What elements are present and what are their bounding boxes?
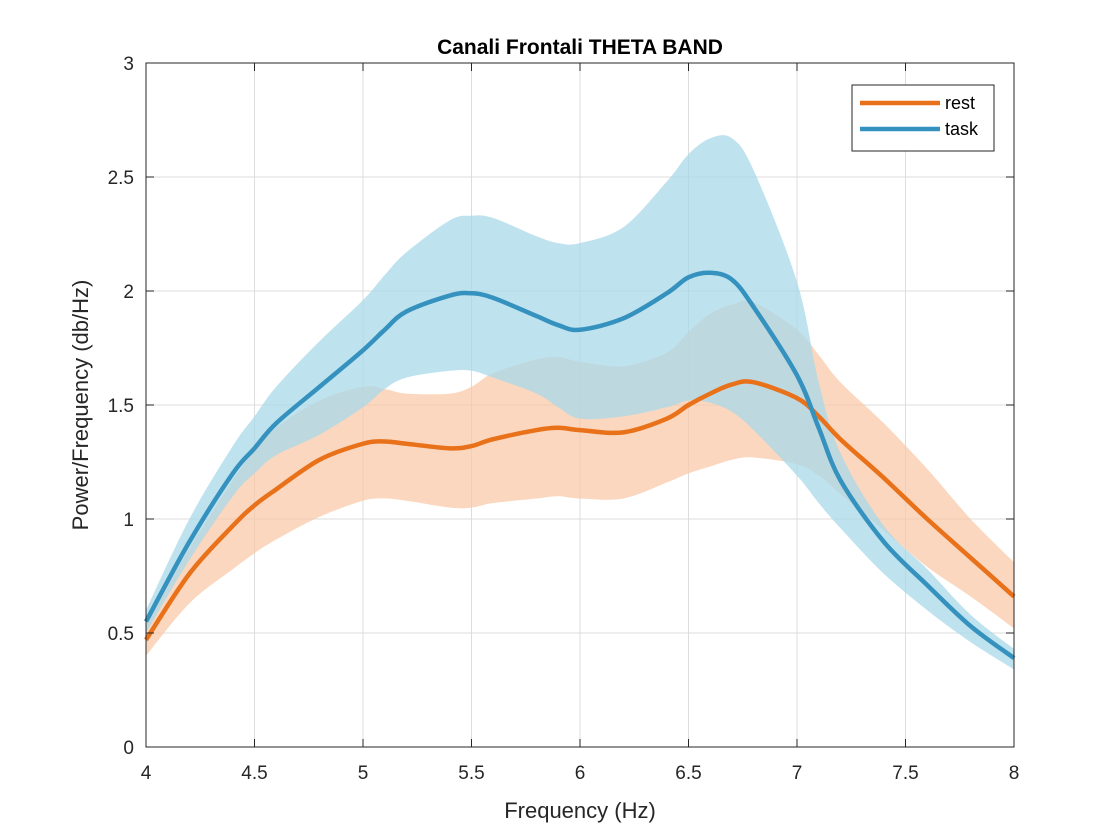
y-tick-label: 0.5 [108, 624, 134, 645]
x-tick-labels: 4 4.5 5 5.5 6 6.5 7 7.5 8 [141, 763, 1020, 784]
y-tick-labels: 0 0.5 1 1.5 2 2.5 3 [108, 54, 134, 759]
x-tick-label: 6.5 [675, 763, 701, 784]
y-tick-label: 0 [123, 738, 134, 759]
tick-marks [145, 62, 1015, 748]
x-axis-label: Frequency (Hz) [504, 798, 656, 823]
y-axis-label: Power/Frequency (db/Hz) [68, 280, 93, 531]
band-task [146, 135, 1014, 670]
legend-label-rest: rest [945, 93, 975, 113]
y-tick-label: 1.5 [108, 396, 134, 417]
y-tick-label: 2 [123, 282, 134, 303]
legend-box [851, 84, 995, 152]
x-tick-label: 5.5 [458, 763, 484, 784]
legend-label-task: task [945, 119, 979, 139]
x-tick-label: 8 [1009, 763, 1020, 784]
confidence-bands [146, 135, 1014, 670]
x-tick-label: 4.5 [241, 763, 267, 784]
y-tick-label: 3 [123, 54, 134, 75]
x-tick-label: 5 [358, 763, 369, 784]
line-task [144, 270, 1016, 660]
y-tick-label: 1 [123, 510, 134, 531]
x-tick-label: 7.5 [892, 763, 918, 784]
legend: rest task [851, 84, 995, 152]
line-rest [144, 379, 1016, 642]
x-tick-label: 6 [575, 763, 586, 784]
series-lines [144, 270, 1016, 660]
chart-title: Canali Frontali THETA BAND [437, 36, 723, 59]
x-tick-label: 7 [792, 763, 803, 784]
x-tick-label: 4 [141, 763, 152, 784]
y-tick-label: 2.5 [108, 168, 134, 189]
